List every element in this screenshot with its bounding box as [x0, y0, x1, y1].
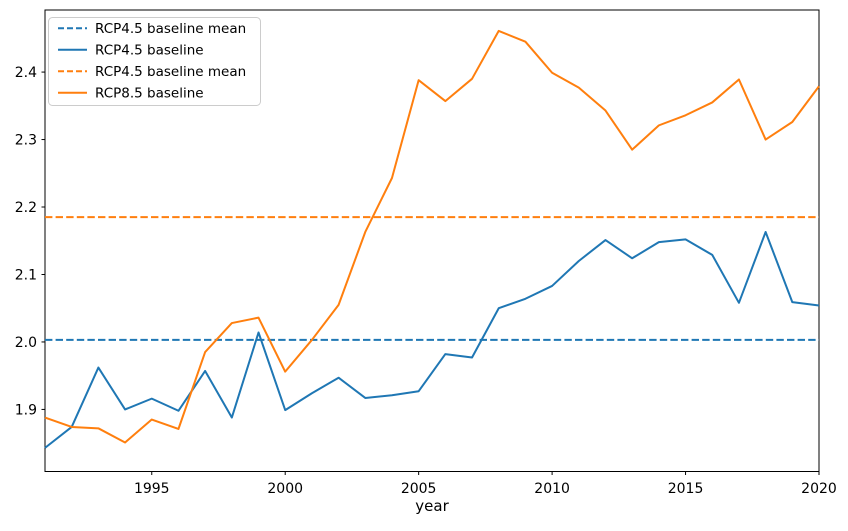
x-tick-label: 2015	[668, 481, 704, 497]
legend-label: RCP4.5 baseline mean	[95, 21, 246, 37]
y-tick-label: 2.1	[15, 267, 37, 283]
y-tick-label: 2.4	[15, 65, 37, 81]
y-tick-label: 2.3	[15, 133, 37, 149]
x-tick-label: 2010	[534, 481, 570, 497]
data-series	[44, 29, 820, 449]
axis-ticks: 1995 2000 2005 2010 2015 2020 1.9 2.0 2.1 2.2 2.3 2…	[15, 65, 837, 497]
x-axis-label: year	[415, 497, 449, 515]
legend-label: RCP4.5 baseline	[95, 43, 204, 59]
x-tick-label: 2020	[801, 481, 837, 497]
legend-box	[48, 17, 261, 106]
x-tick-label: 2005	[401, 481, 437, 497]
legend: RCP4.5 baseline mean RCP4.5 baseline RCP4.…	[48, 17, 261, 106]
y-tick-label: 2.0	[15, 335, 37, 351]
legend-label: RCP8.5 baseline	[95, 86, 204, 102]
legend-label: RCP4.5 baseline mean	[95, 64, 246, 80]
x-tick-label: 1995	[134, 481, 170, 497]
y-tick-label: 1.9	[15, 402, 37, 418]
x-tick-label: 2000	[267, 481, 303, 497]
series-line	[44, 29, 820, 444]
series-line	[44, 230, 820, 449]
axes-frame	[44, 9, 820, 472]
y-tick-label: 2.2	[15, 200, 37, 216]
